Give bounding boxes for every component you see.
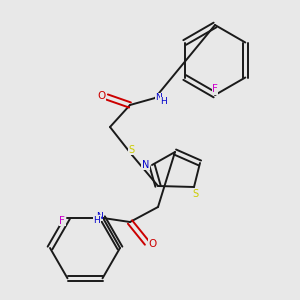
Text: N: N: [142, 160, 149, 170]
Text: F: F: [59, 216, 65, 226]
Text: F: F: [212, 84, 218, 94]
Text: N: N: [96, 212, 102, 221]
Text: H: H: [160, 97, 167, 106]
Text: S: S: [192, 189, 199, 199]
Text: S: S: [128, 145, 134, 154]
Text: O: O: [98, 92, 106, 101]
Text: H: H: [94, 216, 100, 225]
Text: N: N: [156, 94, 162, 103]
Text: O: O: [148, 239, 157, 249]
